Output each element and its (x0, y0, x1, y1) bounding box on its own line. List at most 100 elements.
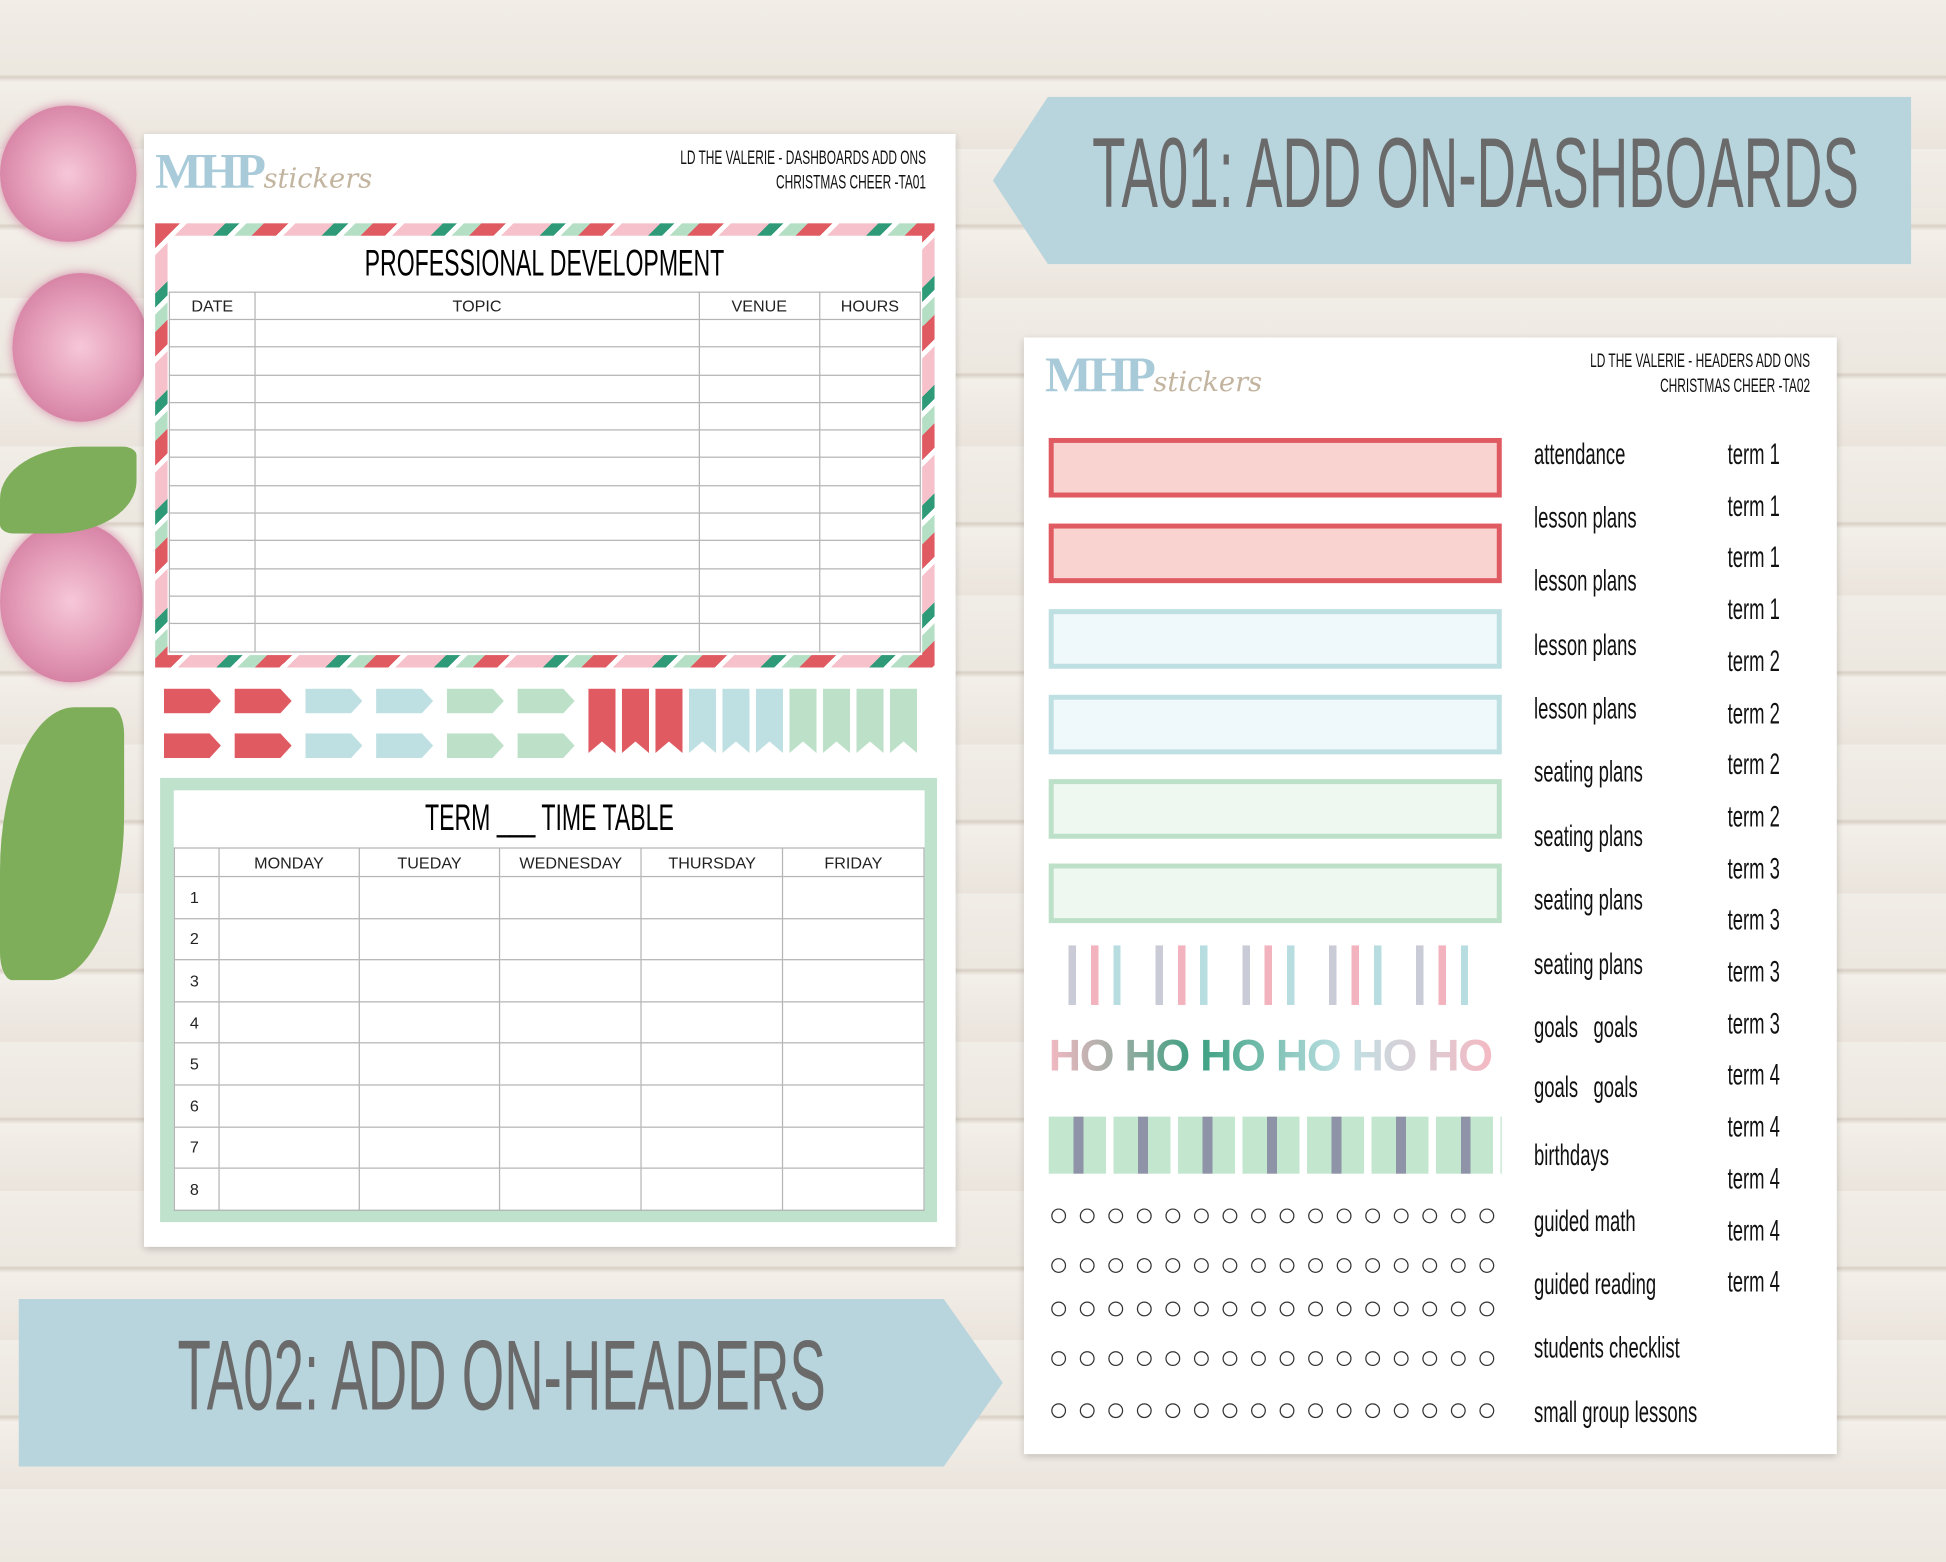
timetable-row: 8 (173, 1167, 925, 1211)
term-text: term 2 (1727, 800, 1780, 834)
pd-cell (698, 512, 821, 542)
timetable-cell (358, 959, 501, 1003)
arrow-flag-sticker (446, 688, 504, 714)
checkbox-circle-sticker (1136, 1208, 1152, 1224)
banner-ta01: TA01: ADD ON-DASHBOARDS (992, 96, 1912, 265)
label-text: lesson plans (1533, 564, 1637, 599)
term-text: term 1 (1727, 541, 1780, 575)
banner-flag-sticker (722, 688, 750, 754)
checkbox-circle-sticker (1279, 1351, 1295, 1367)
pd-column-header: DATE (168, 291, 256, 321)
arrow-flag-sticker (163, 733, 221, 759)
checkbox-circle-sticker (1193, 1258, 1209, 1273)
green-tree-pattern-strip (1048, 1116, 1502, 1174)
pd-cell (254, 512, 700, 542)
timetable-cell (358, 1042, 501, 1086)
label-text: attendance (1533, 437, 1626, 472)
label-sticker: seating plans (1534, 883, 1710, 918)
pd-cell (818, 540, 921, 570)
arrow-flag-sticker (517, 733, 575, 759)
term-text: term 4 (1727, 1214, 1780, 1248)
pd-cell (698, 567, 821, 597)
checkbox-circle-sticker (1051, 1351, 1067, 1367)
checkbox-circle-sticker (1336, 1351, 1352, 1367)
period-number: 2 (173, 917, 220, 961)
timetable-row: 6 (173, 1084, 925, 1128)
term-text: term 1 (1727, 489, 1780, 524)
term-sticker: term 4 (1728, 1214, 1812, 1249)
label-sticker: birthdays (1534, 1139, 1655, 1174)
timetable-row: 3 (173, 959, 925, 1003)
header-bar-sticker (1048, 694, 1502, 755)
pd-cell (818, 457, 921, 487)
checkbox-circle-sticker (1279, 1258, 1295, 1273)
pd-row (168, 567, 921, 597)
timetable-row: 5 (173, 1042, 925, 1086)
term-sticker: term 3 (1728, 852, 1812, 887)
timetable-cell (499, 1167, 643, 1211)
pd-cell (254, 484, 700, 514)
checkbox-circle-sticker (1422, 1208, 1438, 1224)
pd-row (168, 401, 921, 431)
timetable-cell (499, 959, 643, 1003)
banner-flag-sticker (856, 688, 884, 754)
arrow-flag-sticker (376, 688, 434, 714)
banner-ta02-text: TA02: ADD ON-HEADERS (177, 1320, 826, 1431)
checkbox-circle-sticker (1222, 1403, 1238, 1419)
period-number: 8 (173, 1167, 220, 1211)
timetable-table: MONDAY TUEDAY WEDNESDAY THURSDAY FRIDAY 1 2 3 4 5… (173, 847, 925, 1211)
term-sticker: term 2 (1728, 748, 1812, 783)
checkbox-circle-sticker (1079, 1258, 1095, 1273)
timetable-cell (218, 875, 360, 919)
term-text: term 2 (1727, 748, 1780, 782)
checkbox-circle-sticker (1108, 1351, 1124, 1367)
term-sticker: term 4 (1728, 1162, 1812, 1197)
term-sticker: term 1 (1728, 438, 1812, 473)
timetable-cell (782, 875, 925, 919)
checkbox-circle-sticker (1108, 1258, 1124, 1273)
checkbox-circle-sticker (1251, 1351, 1266, 1367)
pd-cell (254, 623, 700, 653)
pd-cell (168, 567, 256, 597)
checkbox-circle-sticker (1279, 1208, 1295, 1224)
period-number: 6 (173, 1084, 220, 1128)
pd-row (168, 595, 921, 625)
label-sticker: goals goals (1534, 1011, 1701, 1046)
arrow-flag-sticker (376, 733, 434, 759)
checkbox-circle-sticker (1422, 1301, 1438, 1317)
timetable-cell (218, 1042, 360, 1086)
checkbox-circle-sticker (1136, 1351, 1152, 1367)
label-text: lesson plans (1533, 629, 1637, 663)
timetable-cell (640, 1042, 784, 1086)
timetable-cell (782, 1126, 925, 1169)
timetable-cell (782, 917, 925, 961)
pd-cell (698, 318, 821, 348)
checkbox-circle-sticker (1222, 1301, 1238, 1317)
checkbox-circle-sticker (1279, 1301, 1295, 1317)
label-text: seating plans (1533, 755, 1643, 790)
dashboards-sheet: MHPstickers LD THE VALERIE - DASHBOARDS … (143, 133, 956, 1247)
term-text: term 4 (1727, 1265, 1780, 1300)
term-sticker: term 3 (1728, 1007, 1812, 1042)
pd-cell (168, 346, 256, 376)
timetable-cell (358, 875, 501, 919)
pd-row (168, 318, 921, 348)
checkbox-circle-sticker (1365, 1301, 1381, 1317)
checkbox-circle-sticker (1479, 1258, 1495, 1273)
pd-cell (168, 540, 256, 570)
term-text: term 1 (1727, 593, 1780, 627)
timetable-cell (218, 1000, 360, 1044)
label-text: guided reading (1533, 1267, 1657, 1302)
banner-flag-sticker (655, 688, 683, 754)
pd-cell (818, 484, 921, 514)
term-sticker: term 1 (1728, 490, 1812, 525)
label-text: small group lessons (1533, 1395, 1698, 1430)
checkbox-circle-sticker (1308, 1258, 1324, 1273)
term-text: term 2 (1727, 696, 1780, 731)
term-sticker: term 2 (1728, 645, 1812, 680)
pd-cell (168, 457, 256, 487)
timetable-cell (358, 1126, 501, 1169)
timetable-cell (782, 1167, 925, 1211)
timetable-cell (218, 1126, 360, 1169)
checkbox-circle-sticker (1165, 1208, 1181, 1224)
